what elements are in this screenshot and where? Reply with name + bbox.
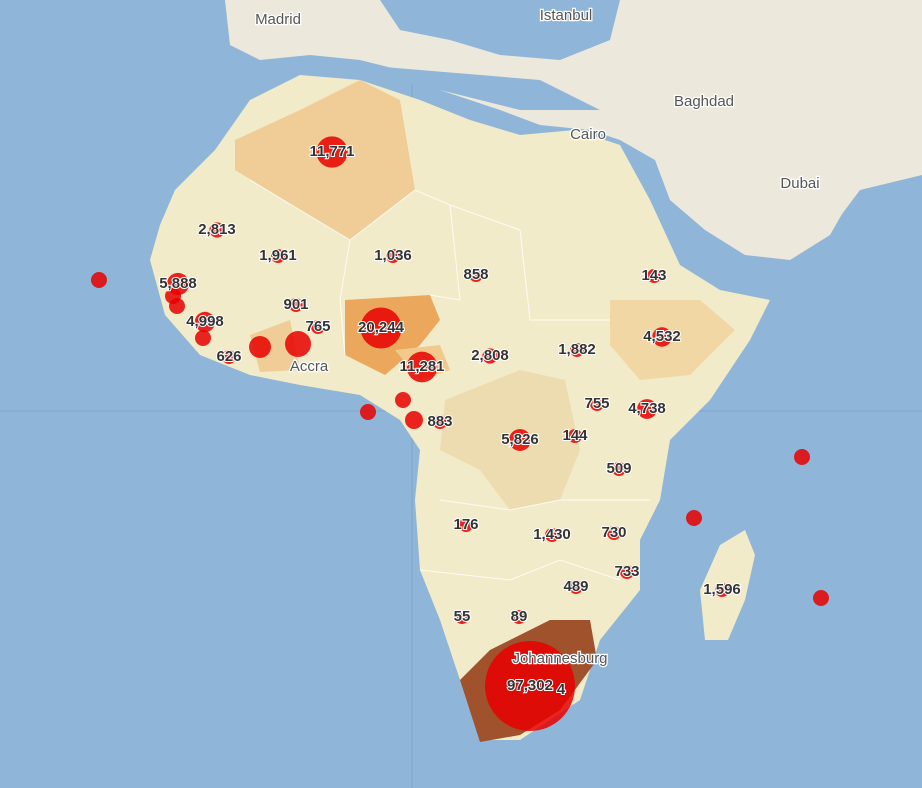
bubble	[405, 411, 423, 429]
bubble	[360, 307, 402, 349]
bubble	[469, 268, 483, 282]
ethiopia	[610, 300, 735, 380]
bubble	[554, 683, 568, 697]
marker-label: 11,281	[399, 358, 444, 375]
border	[519, 229, 610, 321]
marker-label: 11,771	[309, 143, 354, 160]
bubble	[590, 397, 604, 411]
border	[429, 204, 461, 301]
bubble	[316, 136, 348, 168]
marker-label: 5,888	[159, 275, 197, 292]
bubble	[249, 336, 271, 358]
bubble	[91, 272, 107, 288]
bubble	[433, 415, 447, 429]
bubble	[570, 343, 584, 357]
marker-label: 4,532	[643, 328, 681, 345]
marker-label: 489	[563, 578, 588, 595]
bubble	[386, 249, 400, 263]
bubble	[289, 298, 303, 312]
bubble	[485, 641, 575, 731]
marker-label: 1,036	[374, 247, 412, 264]
marker-label: 730	[601, 524, 626, 541]
marker-label: 20,244	[358, 319, 405, 336]
bubble	[195, 330, 211, 346]
marker-label: 144	[562, 427, 588, 444]
city-label: Madrid	[255, 11, 301, 28]
bubble	[647, 269, 661, 283]
city-label: Istanbul	[540, 7, 593, 24]
marker-label: 4,738	[628, 400, 666, 417]
border	[339, 239, 351, 356]
city-label: Dubai	[780, 175, 819, 192]
marker-label: 2,808	[471, 347, 509, 364]
mediterranean	[380, 0, 620, 60]
marker-label: 143	[641, 267, 666, 284]
bubble	[794, 449, 810, 465]
marker-label: 1,596	[703, 581, 741, 598]
madagascar	[700, 530, 755, 640]
city-label: Accra	[290, 358, 329, 375]
marker-label: 97,302	[507, 677, 553, 694]
marker-label: 858	[463, 266, 488, 283]
bubble	[607, 526, 621, 540]
marker-label: 55	[454, 608, 471, 625]
bubble	[166, 272, 190, 296]
bubble	[406, 351, 438, 383]
bubble	[222, 350, 236, 364]
bubble	[715, 583, 729, 597]
marker-label: 4	[557, 681, 566, 698]
arabia	[655, 150, 850, 260]
marker-label: 1,882	[558, 341, 596, 358]
bubble	[569, 580, 583, 594]
bubble	[209, 222, 225, 238]
bubble	[813, 590, 829, 606]
bubble	[395, 392, 411, 408]
bubble	[194, 311, 216, 333]
border	[249, 179, 521, 241]
bubble	[459, 518, 473, 532]
marker-label: 1,430	[533, 526, 571, 543]
bubble	[620, 565, 634, 579]
bubble	[482, 348, 498, 364]
marker-label: 901	[283, 296, 308, 313]
marker-label: 5,826	[501, 431, 539, 448]
border	[439, 499, 650, 511]
bubble	[271, 249, 285, 263]
border	[419, 559, 621, 581]
ivory-coast	[250, 320, 300, 372]
marker-label: 765	[305, 318, 330, 335]
marker-label: 1,961	[259, 247, 297, 264]
bubble	[285, 331, 311, 357]
bubble	[545, 528, 559, 542]
bubble	[455, 610, 469, 624]
bubble	[512, 610, 526, 624]
bubble	[686, 510, 702, 526]
marker-label: 626	[216, 348, 241, 365]
marker-label: 733	[614, 563, 639, 580]
marker-label: 89	[511, 608, 528, 625]
bubble	[169, 298, 185, 314]
city-label: Cairo	[570, 126, 606, 143]
city-label: Johannesburg	[512, 650, 607, 667]
sea	[300, 60, 600, 110]
bubble	[360, 404, 376, 420]
bubble	[508, 428, 532, 452]
marker-label: 755	[584, 395, 609, 412]
bubble	[652, 327, 672, 347]
bubble	[311, 320, 325, 334]
bubble	[612, 462, 626, 476]
bubble	[637, 399, 657, 419]
marker-label: 2,813	[198, 221, 236, 238]
bubble	[568, 429, 582, 443]
marker-label: 509	[606, 460, 631, 477]
city-label: Baghdad	[674, 93, 734, 110]
marker-label: 4,998	[186, 313, 224, 330]
marker-label: 176	[453, 516, 478, 533]
marker-label: 883	[427, 413, 452, 430]
